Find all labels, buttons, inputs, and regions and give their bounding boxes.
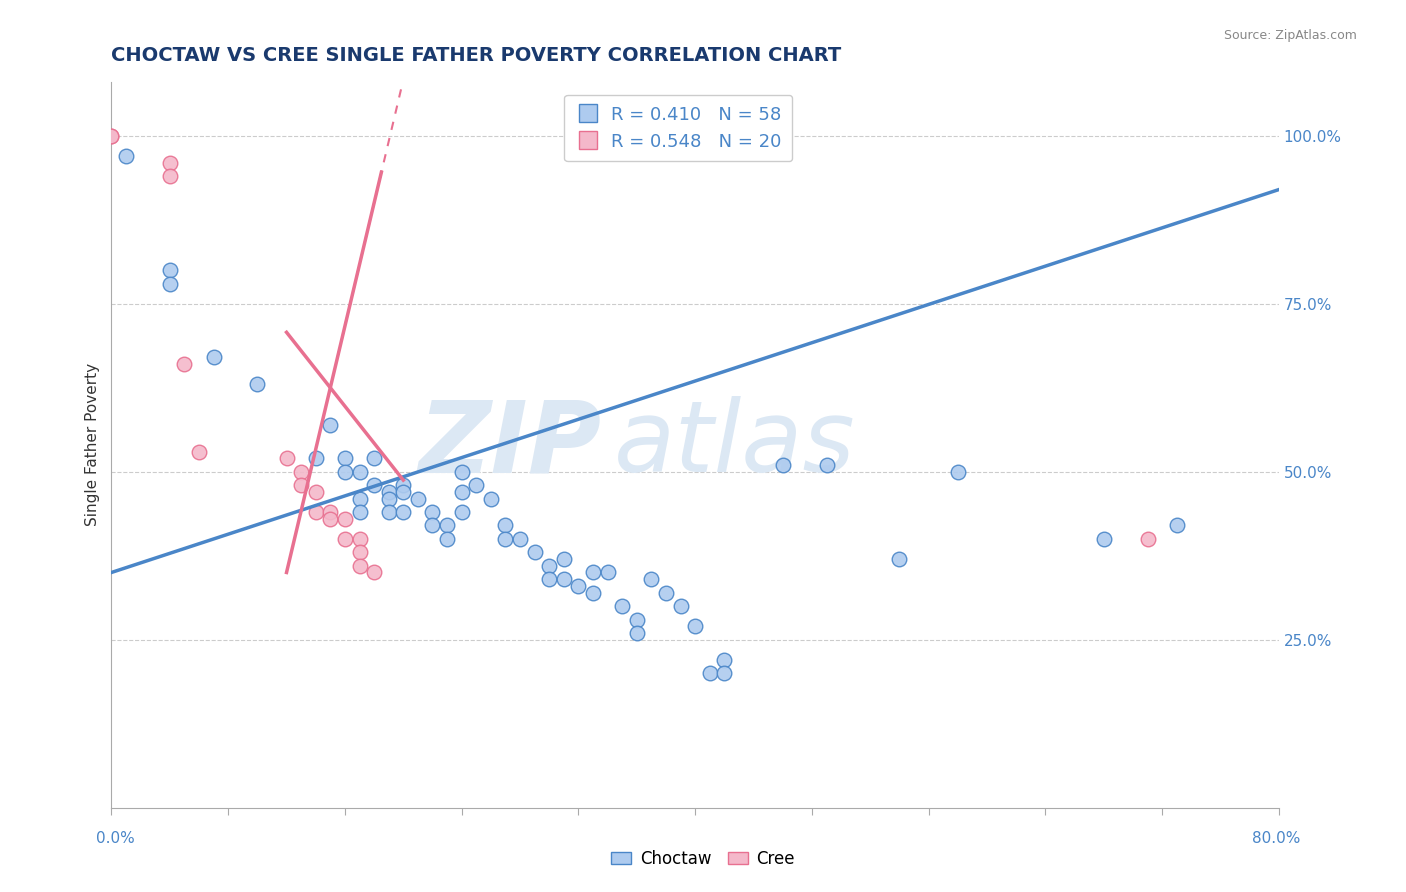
Point	[946, 465, 969, 479]
Point	[305, 505, 328, 519]
Point	[377, 505, 399, 519]
Point	[290, 478, 312, 492]
Point	[669, 599, 692, 613]
Point	[479, 491, 502, 506]
Point	[436, 518, 458, 533]
Point	[509, 532, 531, 546]
Point	[349, 505, 371, 519]
Point	[305, 484, 328, 499]
Point	[889, 552, 911, 566]
Legend: R = 0.410   N = 58, R = 0.548   N = 20: R = 0.410 N = 58, R = 0.548 N = 20	[564, 95, 792, 161]
Point	[553, 552, 575, 566]
Point	[349, 558, 371, 573]
Point	[202, 351, 225, 365]
Point	[159, 169, 181, 183]
Point	[246, 377, 269, 392]
Point	[582, 566, 605, 580]
Point	[319, 417, 342, 432]
Point	[319, 505, 342, 519]
Point	[450, 505, 472, 519]
Point	[713, 653, 735, 667]
Point	[713, 666, 735, 681]
Point	[349, 545, 371, 559]
Point	[523, 545, 546, 559]
Point	[188, 444, 211, 458]
Point	[377, 491, 399, 506]
Point	[772, 458, 794, 472]
Y-axis label: Single Father Poverty: Single Father Poverty	[86, 363, 100, 526]
Point	[333, 512, 356, 526]
Point	[159, 277, 181, 291]
Point	[392, 484, 415, 499]
Point	[596, 566, 619, 580]
Point	[173, 357, 195, 371]
Point	[422, 505, 444, 519]
Text: atlas: atlas	[613, 396, 855, 493]
Text: Source: ZipAtlas.com: Source: ZipAtlas.com	[1223, 29, 1357, 42]
Point	[450, 465, 472, 479]
Point	[1136, 532, 1159, 546]
Point	[436, 532, 458, 546]
Point	[538, 558, 561, 573]
Point	[100, 128, 122, 143]
Point	[699, 666, 721, 681]
Point	[422, 518, 444, 533]
Point	[553, 572, 575, 586]
Point	[655, 585, 678, 599]
Point	[100, 128, 122, 143]
Text: 0.0%: 0.0%	[96, 831, 135, 846]
Point	[640, 572, 662, 586]
Point	[349, 491, 371, 506]
Point	[1166, 518, 1188, 533]
Point	[159, 263, 181, 277]
Point	[450, 484, 472, 499]
Point	[494, 532, 516, 546]
Point	[115, 149, 138, 163]
Point	[626, 613, 648, 627]
Point	[465, 478, 488, 492]
Point	[305, 451, 328, 466]
Point	[626, 626, 648, 640]
Legend: Choctaw, Cree: Choctaw, Cree	[605, 844, 801, 875]
Point	[612, 599, 634, 613]
Point	[363, 451, 385, 466]
Text: 80.0%: 80.0%	[1253, 831, 1301, 846]
Point	[1092, 532, 1115, 546]
Point	[333, 465, 356, 479]
Point	[567, 579, 589, 593]
Point	[538, 572, 561, 586]
Point	[392, 478, 415, 492]
Point	[319, 512, 342, 526]
Text: CHOCTAW VS CREE SINGLE FATHER POVERTY CORRELATION CHART: CHOCTAW VS CREE SINGLE FATHER POVERTY CO…	[111, 46, 842, 65]
Point	[349, 465, 371, 479]
Point	[392, 505, 415, 519]
Point	[333, 532, 356, 546]
Point	[349, 532, 371, 546]
Point	[159, 155, 181, 169]
Text: ZIP: ZIP	[419, 396, 602, 493]
Point	[406, 491, 429, 506]
Point	[582, 585, 605, 599]
Point	[815, 458, 838, 472]
Point	[377, 484, 399, 499]
Point	[494, 518, 516, 533]
Point	[683, 619, 706, 633]
Point	[363, 478, 385, 492]
Point	[333, 451, 356, 466]
Point	[276, 451, 298, 466]
Point	[290, 465, 312, 479]
Point	[363, 566, 385, 580]
